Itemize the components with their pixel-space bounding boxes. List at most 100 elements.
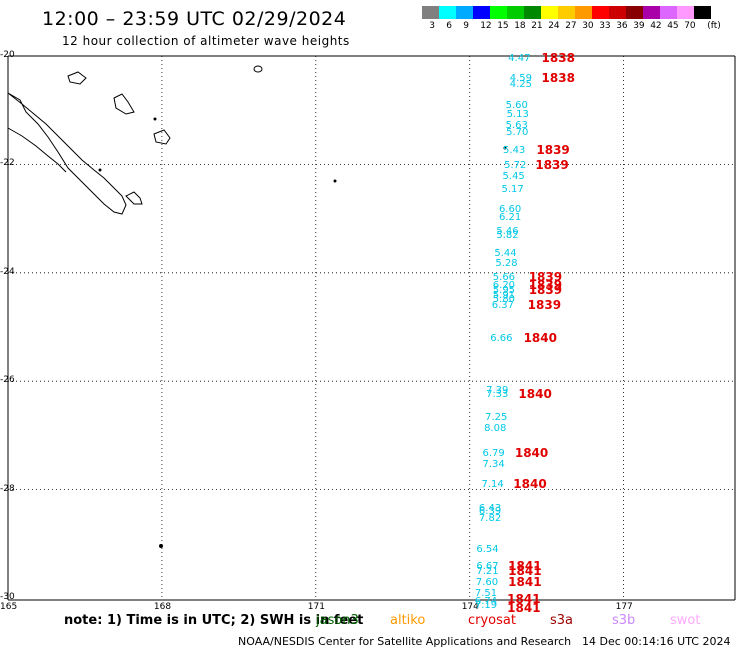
wave-height-label: 6.74 <box>474 595 498 607</box>
lon-tick-label: 165 <box>0 602 18 612</box>
colorbar-label: (ft) <box>707 21 721 31</box>
colorbar-swatch <box>677 6 694 19</box>
colorbar-swatch <box>575 6 592 19</box>
satellite-legend-s3a: s3a <box>550 613 574 628</box>
lat-tick-label: -24 <box>0 266 15 277</box>
islet <box>503 146 507 150</box>
wave-height-label: 4.47 <box>508 52 531 64</box>
generation-timestamp: 14 Dec 00:14:16 UTC 2024 <box>582 635 731 648</box>
colorbar-label: 12 <box>480 21 492 31</box>
wave-height-label: 5.63 <box>505 120 528 132</box>
wave-height-label: 7.39 <box>486 384 509 396</box>
colorbar-label: 24 <box>548 21 560 31</box>
colorbar-swatch <box>541 6 558 19</box>
colorbar-swatch <box>524 6 541 19</box>
observation-time-label: 1838 <box>541 50 575 65</box>
lat-tick-label: -26 <box>0 375 15 386</box>
wave-height-label: 6.20 <box>492 280 516 292</box>
satellite-legend-altiko: altiko <box>390 613 426 628</box>
observation-time-label: 1841 <box>507 600 541 615</box>
footer-note: note: 1) Time is in UTC; 2) SWH is in fe… <box>64 613 364 628</box>
colorbar-label: 30 <box>582 21 594 31</box>
islet <box>153 117 157 121</box>
wave-height-label: 7.82 <box>478 513 502 525</box>
wave-height-label: 7.14 <box>481 479 504 491</box>
wave-height-label: 7.19 <box>474 600 498 612</box>
colorbar-swatch <box>609 6 626 19</box>
lon-tick-label: 171 <box>307 602 325 612</box>
colorbar <box>422 6 711 19</box>
lon-tick-label: 168 <box>153 602 172 612</box>
colorbar-label: 9 <box>463 21 469 31</box>
observation-time-label: 1841 <box>508 563 542 578</box>
observation-time-label: 1839 <box>527 298 562 313</box>
wave-height-label: 6.60 <box>498 204 522 216</box>
colorbar-swatch <box>439 6 456 19</box>
colorbar-swatch <box>473 6 490 19</box>
colorbar-label: 39 <box>633 21 645 31</box>
wave-height-label: 7.33 <box>486 388 509 400</box>
wave-height-label: 6.79 <box>482 448 505 460</box>
observation-time-label: 1840 <box>514 446 549 461</box>
lat-tick-label: -30 <box>0 592 15 602</box>
colorbar-swatch <box>456 6 473 19</box>
walpole-island <box>253 65 263 73</box>
lon-tick-label: 174 <box>461 602 479 612</box>
colorbar-swatch <box>694 6 711 19</box>
wave-height-label: 5.91 <box>492 290 516 302</box>
lon-tick-label: 177 <box>615 602 633 612</box>
lat-tick-label: -28 <box>0 483 15 494</box>
wave-height-label: 5.60 <box>505 100 528 112</box>
lat-tick-label: -22 <box>0 158 15 169</box>
new-caledonia-west-coast <box>7 127 67 173</box>
wave-height-label: 7.51 <box>474 587 498 599</box>
satellite-legend-swot: swot <box>670 613 701 628</box>
wave-height-label: 7.25 <box>485 412 508 424</box>
wave-height-label: 7.21 <box>476 565 499 577</box>
colorbar-label: 6 <box>446 21 452 31</box>
islet <box>98 168 102 172</box>
wave-height-label: 6.54 <box>476 544 499 556</box>
wave-height-label: 7.60 <box>475 576 499 588</box>
satellite-legend-s3b: s3b <box>612 613 636 628</box>
wave-height-label: 4.25 <box>509 78 532 90</box>
wave-height-label: 5.17 <box>501 184 524 196</box>
wave-height-label: 5.44 <box>494 247 517 259</box>
colorbar-label: 3 <box>429 21 435 31</box>
wave-height-label: 5.80 <box>492 293 516 305</box>
lat-tick-label: -20 <box>0 50 15 60</box>
colorbar-swatch <box>490 6 507 19</box>
colorbar-label: 15 <box>497 21 509 31</box>
credit-line: NOAA/NESDIS Center for Satellite Applica… <box>238 635 572 648</box>
observation-time-label: 1841 <box>508 558 542 573</box>
observation-time-label: 1839 <box>528 270 563 285</box>
colorbar-label: 42 <box>650 21 662 31</box>
colorbar-label: 70 <box>684 21 696 31</box>
colorbar-label: 27 <box>565 21 577 31</box>
wave-height-label: 6.39 <box>478 506 502 518</box>
map-subtitle: 12 hour collection of altimeter wave hei… <box>62 34 350 48</box>
wave-height-label: 6.43 <box>478 502 502 514</box>
wave-height-label: 5.95 <box>492 284 516 296</box>
colorbar-swatch <box>507 6 524 19</box>
graticule <box>7 55 736 601</box>
wave-height-label: 5.70 <box>506 126 529 138</box>
colorbar-label: 21 <box>531 21 543 31</box>
colorbar-swatch <box>592 6 609 19</box>
wave-height-label: 7.34 <box>482 459 505 471</box>
observation-time-label: 1840 <box>523 330 557 345</box>
wave-height-label: 5.13 <box>506 108 529 120</box>
colorbar-swatch <box>558 6 575 19</box>
colorbar-swatch <box>660 6 677 19</box>
observation-time-label: 1839 <box>536 142 570 157</box>
colorbar-swatch <box>643 6 660 19</box>
colorbar-label: 18 <box>514 21 526 31</box>
observation-time-label: 1840 <box>518 386 552 401</box>
colorbar-label: 33 <box>599 21 611 31</box>
observation-time-label: 1838 <box>541 71 575 86</box>
satellite-legend-jason3: jason3 <box>316 613 359 628</box>
wave-height-label: 4.59 <box>509 73 532 85</box>
isle-of-pines <box>125 191 143 205</box>
wave-height-label: 5.72 <box>504 160 527 172</box>
